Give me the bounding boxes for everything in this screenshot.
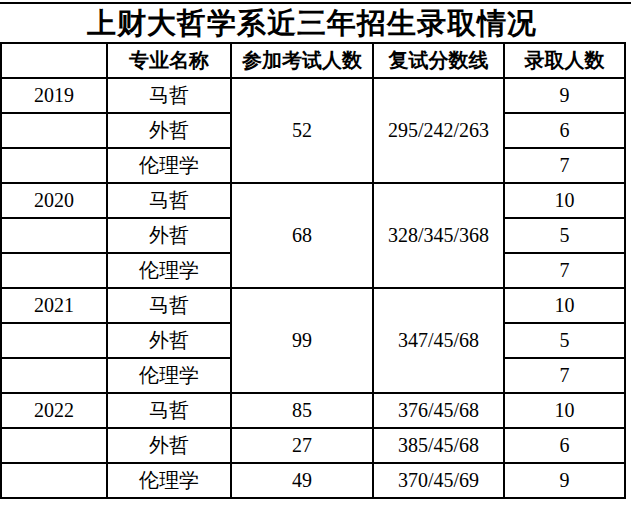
admitted-cell: 7 — [504, 358, 625, 393]
year-cell: 2019 — [1, 78, 107, 113]
admitted-cell: 10 — [504, 393, 625, 428]
table-row: 2021 马哲 99 347/45/68 10 — [1, 288, 625, 323]
admitted-cell: 7 — [504, 253, 625, 288]
header-score-line: 复试分数线 — [373, 43, 504, 78]
header-year — [1, 43, 107, 78]
major-cell: 马哲 — [107, 393, 231, 428]
year-cell-empty — [1, 428, 107, 463]
major-cell: 马哲 — [107, 288, 231, 323]
participants-cell: 68 — [231, 183, 373, 288]
major-cell: 伦理学 — [107, 358, 231, 393]
header-admitted: 录取人数 — [504, 43, 625, 78]
year-cell-empty — [1, 358, 107, 393]
score-line-cell: 385/45/68 — [373, 428, 504, 463]
admitted-cell: 6 — [504, 428, 625, 463]
year-cell-empty — [1, 463, 107, 498]
major-cell: 伦理学 — [107, 253, 231, 288]
participants-cell: 27 — [231, 428, 373, 463]
page-title: 上财大哲学系近三年招生录取情况 — [0, 4, 624, 42]
score-line-cell: 347/45/68 — [373, 288, 504, 393]
admitted-cell: 9 — [504, 463, 625, 498]
score-line-cell: 295/242/263 — [373, 78, 504, 183]
admitted-cell: 7 — [504, 148, 625, 183]
header-major: 专业名称 — [107, 43, 231, 78]
year-cell-empty — [1, 323, 107, 358]
admitted-cell: 5 — [504, 218, 625, 253]
participants-cell: 52 — [231, 78, 373, 183]
table-row: 外哲 27 385/45/68 6 — [1, 428, 625, 463]
table-row: 2022 马哲 85 376/45/68 10 — [1, 393, 625, 428]
year-cell: 2020 — [1, 183, 107, 218]
header-row: 专业名称 参加考试人数 复试分数线 录取人数 — [1, 43, 625, 78]
table-row: 2019 马哲 52 295/242/263 9 — [1, 78, 625, 113]
year-cell: 2021 — [1, 288, 107, 323]
major-cell: 伦理学 — [107, 463, 231, 498]
major-cell: 外哲 — [107, 323, 231, 358]
admissions-table: 专业名称 参加考试人数 复试分数线 录取人数 2019 马哲 52 295/24… — [0, 42, 626, 499]
score-line-cell: 376/45/68 — [373, 393, 504, 428]
score-line-cell: 370/45/69 — [373, 463, 504, 498]
major-cell: 伦理学 — [107, 148, 231, 183]
admitted-cell: 6 — [504, 113, 625, 148]
major-cell: 外哲 — [107, 218, 231, 253]
participants-cell: 99 — [231, 288, 373, 393]
year-cell-empty — [1, 218, 107, 253]
admitted-cell: 9 — [504, 78, 625, 113]
year-cell-empty — [1, 113, 107, 148]
page: 上财大哲学系近三年招生录取情况 专业名称 参加考试人数 复试分数线 录取人数 2… — [0, 0, 631, 521]
header-participants: 参加考试人数 — [231, 43, 373, 78]
admitted-cell: 10 — [504, 288, 625, 323]
score-line-cell: 328/345/368 — [373, 183, 504, 288]
major-cell: 马哲 — [107, 78, 231, 113]
admitted-cell: 5 — [504, 323, 625, 358]
major-cell: 外哲 — [107, 428, 231, 463]
participants-cell: 85 — [231, 393, 373, 428]
table-row: 2020 马哲 68 328/345/368 10 — [1, 183, 625, 218]
year-cell-empty — [1, 148, 107, 183]
admitted-cell: 10 — [504, 183, 625, 218]
participants-cell: 49 — [231, 463, 373, 498]
year-cell: 2022 — [1, 393, 107, 428]
table-row: 伦理学 49 370/45/69 9 — [1, 463, 625, 498]
year-cell-empty — [1, 253, 107, 288]
major-cell: 外哲 — [107, 113, 231, 148]
major-cell: 马哲 — [107, 183, 231, 218]
